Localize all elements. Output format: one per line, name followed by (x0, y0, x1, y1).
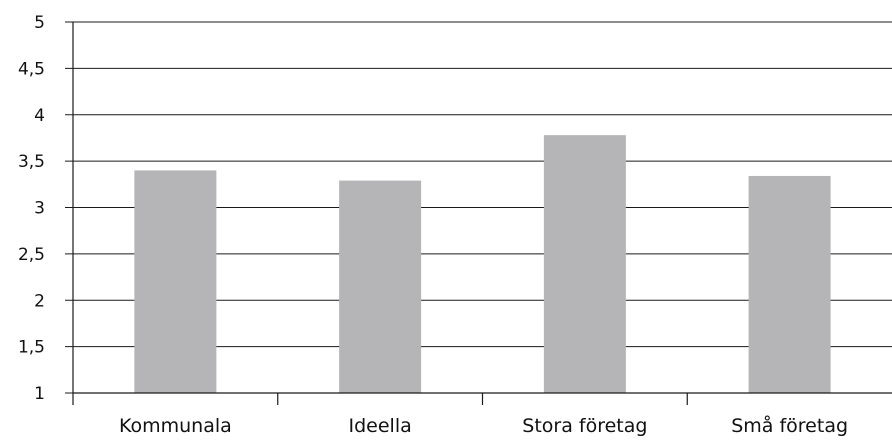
x-tick-label: Små företag (731, 414, 848, 437)
axes (65, 21, 892, 405)
y-tick-label: 4,5 (18, 59, 45, 79)
y-tick-label: 5 (34, 13, 45, 33)
bars (134, 135, 831, 393)
x-tick-label: Ideella (349, 415, 412, 437)
x-tick-labels: Kommunala Ideella Stora företag Små företag (119, 414, 848, 437)
x-tick-label: Stora företag (522, 415, 647, 437)
x-tick-label: Kommunala (119, 415, 232, 437)
bar (134, 170, 217, 393)
y-tick-labels: 1 1,5 2 2,5 3 3,5 4 4,5 5 (18, 13, 45, 404)
y-tick-label: 2,5 (18, 245, 45, 265)
bar (339, 180, 422, 393)
y-tick-label: 1,5 (18, 338, 45, 358)
y-tick-label: 2 (34, 291, 45, 311)
y-tick-label: 4 (34, 106, 45, 126)
y-tick-label: 3 (34, 199, 45, 219)
y-tick-label: 1 (34, 384, 45, 404)
bar (543, 135, 626, 393)
bar (748, 175, 831, 393)
y-tick-label: 3,5 (18, 152, 45, 172)
